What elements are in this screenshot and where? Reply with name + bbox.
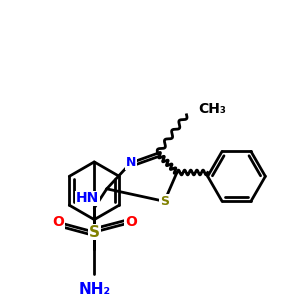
Text: S: S — [160, 195, 169, 208]
Text: NH₂: NH₂ — [78, 282, 110, 297]
Text: N: N — [126, 156, 136, 170]
Text: O: O — [53, 215, 64, 230]
Text: S: S — [89, 225, 100, 240]
Text: CH₃: CH₃ — [198, 102, 226, 116]
Text: O: O — [125, 215, 137, 230]
Text: HN: HN — [76, 191, 99, 206]
